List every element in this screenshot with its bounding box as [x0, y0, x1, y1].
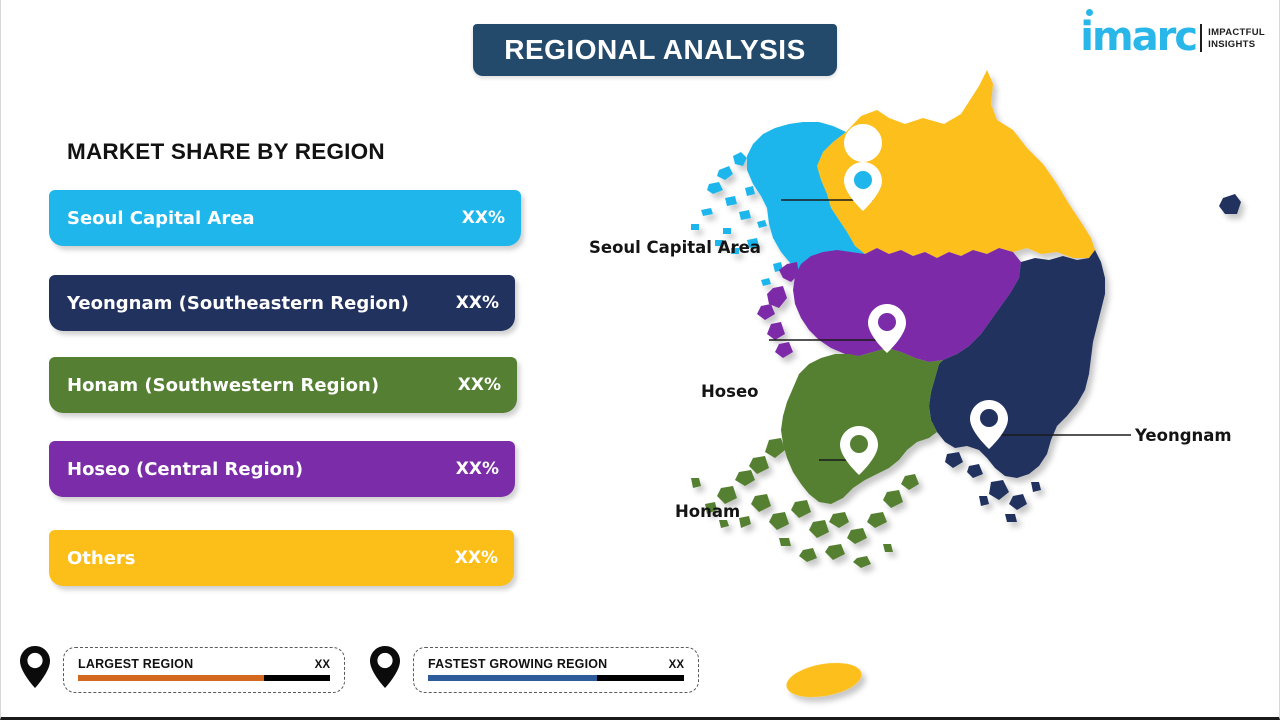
market-share-bar-4[interactable]: Hoseo (Central Region) XX% — [49, 441, 515, 497]
footer-legend-row: FASTEST GROWING REGION XX — [428, 657, 684, 671]
dot-accent-icon — [1086, 9, 1094, 16]
footer-legend-progress-fill — [78, 674, 265, 681]
footer-legend-title: LARGEST REGION — [78, 656, 194, 671]
page-title-banner: REGIONAL ANALYSIS — [473, 24, 837, 76]
market-share-bar-5[interactable]: Others XX% — [49, 530, 514, 586]
market-share-bar-label: Seoul Capital Area — [67, 207, 255, 229]
map-island-jeju[interactable] — [784, 658, 864, 703]
footer-legend-progress-track — [78, 674, 330, 681]
market-share-bar-value: XX% — [455, 293, 499, 313]
market-share-bar-value: XX% — [461, 208, 505, 228]
footer-legend-value: XX — [668, 658, 684, 671]
market-share-bar-2[interactable]: Yeongnam (Southeastern Region) XX% — [49, 275, 515, 331]
map-coast-hoseo-west — [757, 262, 799, 358]
market-share-bar-3[interactable]: Honam (Southwestern Region) XX% — [49, 357, 517, 413]
footer-legend-progress-track — [428, 674, 684, 681]
logo-tagline: IMPACTFUL INSIGHTS — [1208, 27, 1265, 51]
map-pin-seoul-icon[interactable] — [844, 124, 883, 211]
logo-tagline-line2: INSIGHTS — [1208, 39, 1256, 50]
footer-legend-box: FASTEST GROWING REGION XX — [413, 646, 699, 693]
map-label-yeongnam: Yeongnam — [1135, 426, 1232, 445]
logo-divider — [1200, 24, 1203, 52]
logo-tagline-line1: IMPACTFUL — [1208, 27, 1265, 38]
map-label-seoul-capital-area: Seoul Capital Area — [589, 238, 761, 257]
map-islands-honam-southwest — [691, 438, 919, 568]
footer-legend-row: LARGEST REGION XX — [78, 657, 330, 671]
market-share-bar-value: XX% — [455, 459, 499, 479]
market-share-bar-label: Others — [67, 547, 136, 569]
market-share-bar-value: XX% — [454, 548, 498, 568]
imarc-logo: imarc IMPACTFUL INSIGHTS — [1080, 9, 1265, 57]
market-share-bar-1[interactable]: Seoul Capital Area XX% — [49, 190, 521, 246]
regional-map[interactable]: Seoul Capital Area Hoseo Honam Yeongnam — [589, 52, 1279, 712]
footer-legend-box: LARGEST REGION XX — [63, 646, 345, 693]
map-island-east-dot — [1219, 194, 1241, 214]
logo-wordmark: imarc — [1080, 9, 1198, 57]
market-share-bar-label: Hoseo (Central Region) — [67, 458, 304, 480]
market-share-heading: MARKET SHARE BY REGION — [67, 139, 385, 164]
market-share-bar-label: Honam (Southwestern Region) — [67, 374, 380, 396]
market-share-bar-value: XX% — [457, 375, 501, 395]
map-pin-yeongnam-icon[interactable] — [970, 400, 1008, 449]
footer-legend-item-1[interactable]: LARGEST REGION XX — [19, 645, 345, 694]
map-islands-yeongnam-south — [945, 452, 1041, 522]
footer-legend-title: FASTEST GROWING REGION — [428, 656, 608, 671]
map-region-hoseo[interactable] — [793, 248, 1021, 362]
map-pin-honam-icon[interactable] — [840, 426, 878, 475]
footer-legend-value: XX — [314, 658, 330, 671]
map-pin-icon — [369, 645, 401, 694]
market-share-bar-label: Yeongnam (Southeastern Region) — [67, 292, 409, 314]
map-region-others[interactable] — [817, 70, 1095, 258]
page-title: REGIONAL ANALYSIS — [504, 34, 806, 65]
map-pin-hoseo-icon[interactable] — [868, 304, 906, 353]
logo-wordmark-text: imarc — [1080, 14, 1198, 60]
footer-legend-progress-fill — [428, 674, 597, 681]
map-region-honam[interactable] — [781, 348, 943, 504]
footer-legend-item-2[interactable]: FASTEST GROWING REGION XX — [369, 645, 699, 694]
map-pin-icon — [19, 645, 51, 694]
map-islands-seoul-west — [691, 152, 783, 286]
map-label-honam: Honam — [675, 502, 741, 521]
map-label-hoseo: Hoseo — [701, 382, 759, 401]
